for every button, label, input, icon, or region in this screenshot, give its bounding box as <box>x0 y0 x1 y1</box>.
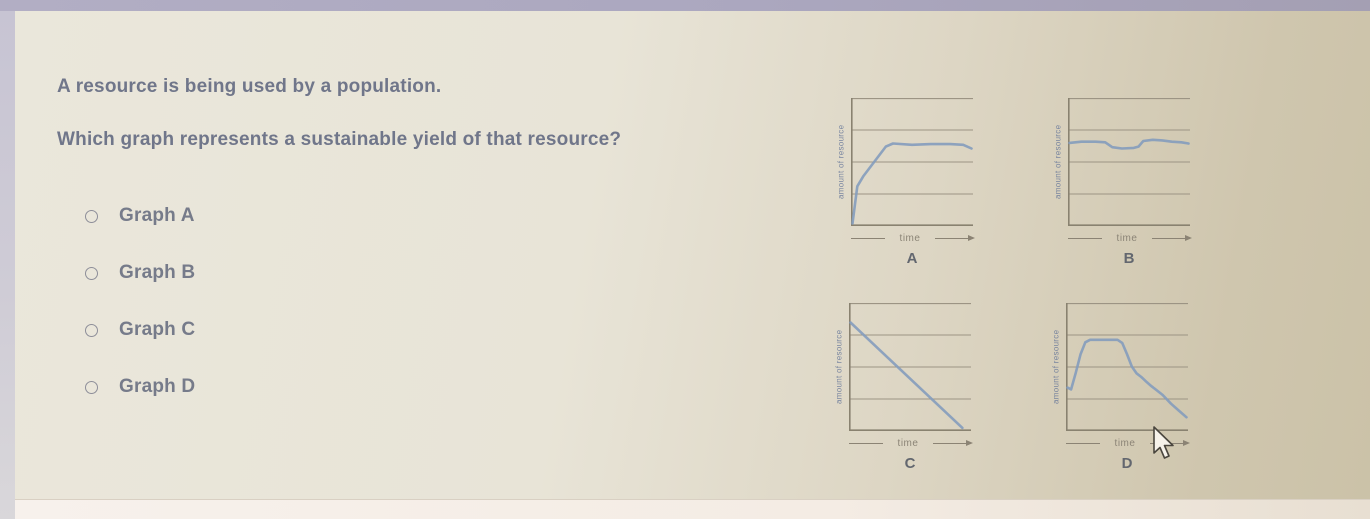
x-axis-line <box>849 443 883 444</box>
radio-icon[interactable] <box>85 380 98 394</box>
y-axis-label: amount of resource <box>1053 124 1063 200</box>
graph-c: amount of resource time C <box>829 303 999 472</box>
radio-icon[interactable] <box>85 266 98 280</box>
option-label[interactable]: Graph D <box>119 376 196 397</box>
x-axis-arrow-icon <box>1152 235 1192 241</box>
x-axis-line <box>1066 443 1100 444</box>
x-axis-row: time <box>851 233 975 244</box>
x-axis-label: time <box>897 438 919 449</box>
x-axis-row: time <box>849 438 973 449</box>
radio-icon[interactable] <box>85 323 98 337</box>
option-label[interactable]: Graph B <box>119 262 196 283</box>
option-graph-b[interactable]: Graph B <box>85 261 195 285</box>
question-statement: A resource is being used by a population… <box>57 76 442 97</box>
x-axis-line <box>1068 238 1102 239</box>
graph-c-plot <box>849 303 971 431</box>
graph-b-caption: B <box>1123 250 1135 267</box>
option-graph-c[interactable]: Graph C <box>85 318 195 342</box>
y-axis-label: amount of resource <box>834 329 844 405</box>
option-graph-a[interactable]: Graph A <box>85 204 195 228</box>
x-axis-label: time <box>899 233 921 244</box>
x-axis-row: time <box>1068 233 1192 244</box>
graph-a-caption: A <box>906 250 918 267</box>
x-axis-label: time <box>1116 233 1138 244</box>
y-axis-label: amount of resource <box>1051 329 1061 405</box>
graph-a: amount of resource time A <box>831 98 1001 267</box>
graph-d-plot <box>1066 303 1188 431</box>
quiz-page <box>15 11 1370 499</box>
x-axis-arrow-icon <box>933 440 973 446</box>
x-axis-line <box>851 238 885 239</box>
photo-left-border <box>0 11 15 519</box>
x-axis-arrow-icon <box>935 235 975 241</box>
graph-b-plot <box>1068 98 1190 226</box>
graph-b: amount of resource time B <box>1048 98 1218 267</box>
answer-options: Graph A Graph B Graph C Graph D <box>85 204 195 432</box>
graph-d: amount of resource time D <box>1046 303 1216 472</box>
x-axis-label: time <box>1114 438 1136 449</box>
graph-a-plot <box>851 98 973 226</box>
question-block: A resource is being used by a population… <box>57 76 621 151</box>
photo-bottom-border <box>15 499 1370 519</box>
mouse-cursor-icon <box>1153 426 1174 459</box>
graph-d-caption: D <box>1121 455 1133 472</box>
option-label[interactable]: Graph C <box>119 319 196 340</box>
option-graph-d[interactable]: Graph D <box>85 375 195 399</box>
photo-top-border <box>0 0 1370 11</box>
question-prompt: Which graph represents a sustainable yie… <box>57 129 622 150</box>
radio-icon[interactable] <box>85 209 98 223</box>
graph-c-caption: C <box>904 455 916 472</box>
option-label[interactable]: Graph A <box>119 205 195 226</box>
y-axis-label: amount of resource <box>836 124 846 200</box>
